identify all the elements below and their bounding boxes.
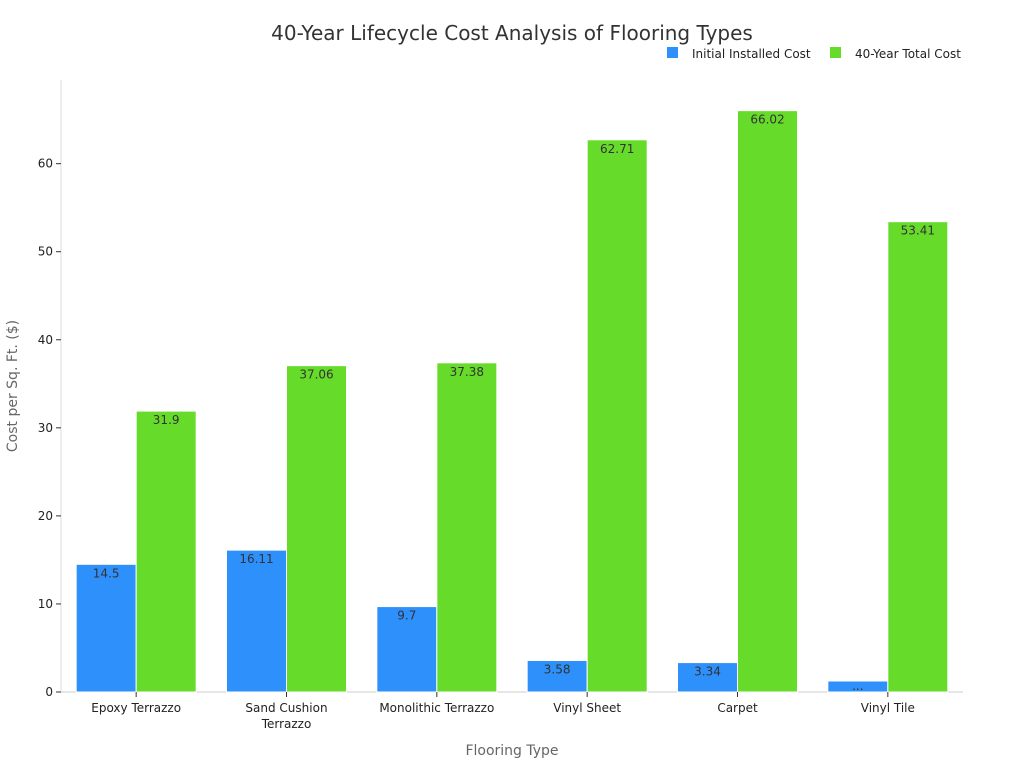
y-tick-label: 30 (38, 421, 53, 435)
bar-total-cost (586, 139, 648, 693)
bar-data-label: 62.71 (600, 142, 634, 156)
bar-total-cost (887, 221, 949, 693)
x-tick-label: Sand Cushion (245, 701, 327, 715)
bar-initial-cost (526, 659, 588, 693)
y-axis-title: Cost per Sq. Ft. ($) (5, 320, 21, 452)
bar-initial-cost (75, 563, 137, 693)
bars: 14.5 31.9 16.11 37.06 9.7 37.38 3.58 62.71 3.34 6… (75, 110, 949, 693)
y-tick-label: 10 (38, 597, 53, 611)
legend-swatch (667, 47, 678, 58)
bar-data-label: 66.02 (750, 113, 784, 127)
legend-swatch (830, 47, 841, 58)
y-axis-ticks: 0 10 20 30 40 50 60 (38, 157, 61, 699)
bar-data-label: 3.34 (694, 665, 721, 679)
x-tick-label: Carpet (717, 701, 758, 715)
y-tick-label: 40 (38, 333, 53, 347)
bar-initial-cost (226, 549, 287, 693)
x-tick-label: Vinyl Tile (861, 701, 915, 715)
bar-initial-cost (677, 662, 738, 693)
x-axis-tick-labels: Epoxy Terrazzo Sand Cushion Terrazzo Monoli… (91, 692, 915, 731)
bar-data-label: 53.41 (901, 224, 935, 238)
bar-data-label: 14.5 (93, 566, 120, 580)
bar-data-label: 37.06 (299, 368, 333, 382)
x-tick-label: Vinyl Sheet (553, 701, 621, 715)
bar-total-cost (135, 410, 197, 693)
bar-data-label: 3.58 (544, 662, 571, 676)
y-tick-label: 0 (45, 685, 53, 699)
chart-title: 40-Year Lifecycle Cost Analysis of Floor… (271, 21, 753, 45)
bar-data-label: 31.9 (153, 413, 180, 427)
legend: Initial Installed Cost 40-Year Total Cost (667, 47, 961, 61)
bar-data-label: 16.11 (239, 552, 273, 566)
y-tick-label: 20 (38, 509, 53, 523)
x-tick-label: Epoxy Terrazzo (91, 701, 181, 715)
bar-total-cost (436, 362, 498, 693)
bar-total-cost (286, 365, 347, 693)
y-tick-label: 60 (38, 157, 53, 171)
x-axis-title: Flooring Type (465, 743, 558, 759)
bar-total-cost (737, 110, 798, 693)
bar-data-label: 9.7 (397, 609, 416, 623)
legend-label: Initial Installed Cost (692, 47, 811, 61)
bar-data-label: 37.38 (450, 365, 484, 379)
legend-label: 40-Year Total Cost (855, 47, 961, 61)
x-tick-label: Terrazzo (261, 717, 312, 731)
x-tick-label: Monolithic Terrazzo (379, 701, 494, 715)
y-tick-label: 50 (38, 245, 53, 259)
bar-data-label: ... (852, 679, 863, 693)
